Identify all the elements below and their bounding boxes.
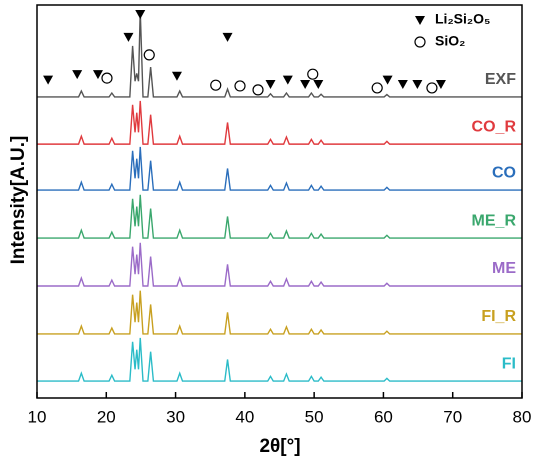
peak-marker <box>412 79 423 89</box>
series-label: CO <box>492 164 516 181</box>
plot-frame <box>36 4 523 399</box>
x-tick-label: 20 <box>97 407 116 426</box>
x-tick-label: 60 <box>374 407 393 426</box>
x-tick-label: 50 <box>305 407 324 426</box>
peak-marker <box>252 84 264 96</box>
peak-marker <box>397 79 408 89</box>
peak-marker <box>123 32 134 42</box>
x-tick-label: 10 <box>28 407 47 426</box>
peak-marker <box>282 75 293 85</box>
series-label: EXF <box>485 71 516 88</box>
y-axis-label: Intensity[A.U.] <box>8 136 29 265</box>
peak-marker <box>171 71 182 81</box>
x-axis-label: 2θ[°] <box>259 436 300 457</box>
xrd-line <box>37 242 522 287</box>
peak-marker <box>313 79 324 89</box>
legend-label: Li₂Si₂O₅ <box>435 11 490 27</box>
series-label: FI_R <box>481 308 516 325</box>
xrd-line <box>37 100 522 145</box>
legend-label: SiO₂ <box>435 33 465 49</box>
xrd-line <box>37 194 522 239</box>
x-tick-label: 70 <box>443 407 462 426</box>
legend-symbol <box>414 36 426 48</box>
x-tick-label: 80 <box>513 407 532 426</box>
peak-marker <box>300 79 311 89</box>
peak-marker <box>435 79 446 89</box>
peak-marker <box>101 72 113 84</box>
peak-marker <box>43 75 54 85</box>
series-label: ME <box>492 260 516 277</box>
peak-marker <box>92 70 103 80</box>
peak-marker <box>426 82 438 94</box>
xrd-line <box>37 337 522 382</box>
peak-marker <box>371 82 383 94</box>
xrd-line <box>37 146 522 191</box>
peak-marker <box>210 79 222 91</box>
x-tick-label: 30 <box>166 407 185 426</box>
xrd-line <box>37 290 522 335</box>
peak-marker <box>234 80 246 92</box>
series-label: ME_R <box>472 212 517 229</box>
xrd-line <box>37 10 522 98</box>
peak-marker <box>72 70 83 80</box>
series-label: FI <box>502 355 516 372</box>
peak-marker <box>222 32 233 42</box>
peak-marker <box>382 75 393 85</box>
peak-marker <box>307 68 319 80</box>
legend-symbol <box>415 16 425 25</box>
peak-marker <box>265 79 276 89</box>
series-label: CO_R <box>472 118 517 135</box>
peak-marker <box>135 10 146 20</box>
x-tick-label: 40 <box>235 407 254 426</box>
peak-marker <box>143 49 155 61</box>
